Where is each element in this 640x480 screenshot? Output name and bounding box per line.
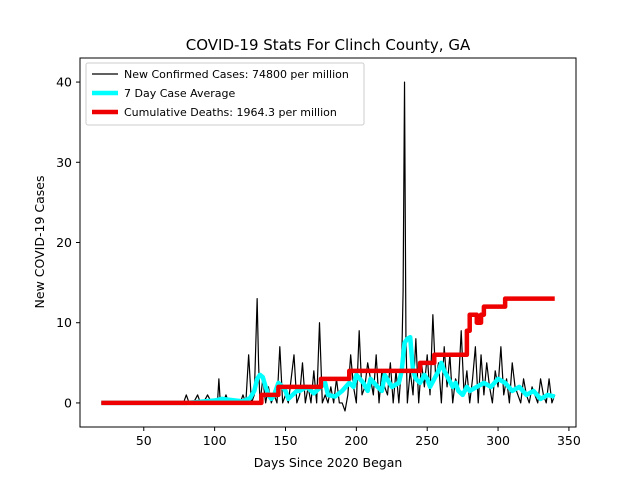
legend-label-1: New Confirmed Cases: 74800 per million bbox=[124, 68, 349, 81]
chart-title: COVID-19 Stats For Clinch County, GA bbox=[186, 36, 471, 54]
series-line-1 bbox=[101, 81, 556, 412]
y-tick-label: 10 bbox=[56, 315, 72, 330]
y-axis-label: New COVID-19 Cases bbox=[32, 176, 47, 309]
series-line-2 bbox=[101, 334, 556, 406]
x-tick-label: 200 bbox=[344, 433, 368, 448]
legend-label-2: 7 Day Case Average bbox=[124, 87, 236, 100]
y-tick-label: 0 bbox=[64, 395, 72, 410]
y-tick-label: 20 bbox=[56, 235, 72, 250]
x-axis: 50 100 150 200 250 300 350 bbox=[136, 427, 581, 448]
y-tick-label: 40 bbox=[56, 75, 72, 90]
legend-box bbox=[85, 62, 365, 126]
y-tick-label: 30 bbox=[56, 155, 72, 170]
x-tick-label: 150 bbox=[274, 433, 298, 448]
series-line-3 bbox=[101, 296, 555, 406]
x-tick-label: 300 bbox=[486, 433, 510, 448]
x-tick-label: 50 bbox=[136, 433, 152, 448]
y-axis: 0 10 20 30 40 bbox=[56, 75, 80, 410]
x-tick-label: 100 bbox=[203, 433, 227, 448]
legend: New Confirmed Cases: 74800 per million 7 … bbox=[85, 62, 365, 126]
x-axis-label: Days Since 2020 Began bbox=[254, 455, 403, 470]
legend-label-3: Cumulative Deaths: 1964.3 per million bbox=[124, 106, 337, 119]
x-tick-label: 350 bbox=[557, 433, 581, 448]
x-tick-label: 250 bbox=[415, 433, 439, 448]
